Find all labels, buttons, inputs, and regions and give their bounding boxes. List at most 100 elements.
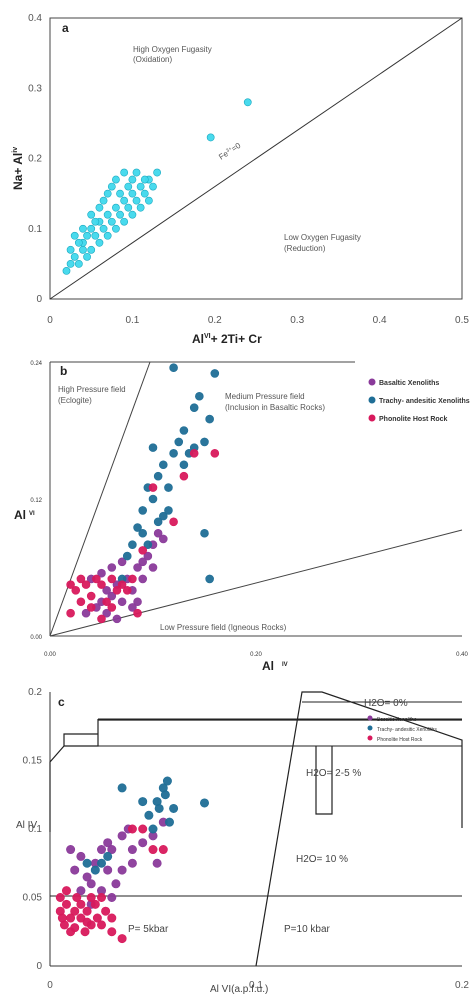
data-point bbox=[174, 437, 184, 447]
annotation-oxidation: (Oxidation) bbox=[133, 55, 172, 64]
data-point bbox=[138, 557, 147, 567]
data-point bbox=[66, 608, 75, 618]
data-point bbox=[164, 817, 174, 827]
data-point bbox=[128, 175, 137, 184]
data-point bbox=[92, 574, 101, 584]
x-axis-label-a: AlVI+ 2Ti+ Cr bbox=[192, 332, 262, 346]
x-tick-label: 0.3 bbox=[290, 315, 304, 326]
annotation-h2o-10: H2O= 10 % bbox=[296, 854, 348, 865]
data-point bbox=[205, 414, 214, 424]
legend-marker bbox=[368, 396, 376, 404]
data-point bbox=[127, 858, 137, 868]
data-point bbox=[128, 210, 137, 219]
line-label-fe3: Fe3+=0 bbox=[217, 141, 243, 162]
data-point bbox=[154, 803, 164, 813]
data-point bbox=[87, 224, 96, 233]
x-tick-label: 0.1 bbox=[125, 315, 139, 326]
data-point bbox=[91, 217, 100, 226]
data-point bbox=[72, 892, 82, 902]
data-point bbox=[117, 597, 127, 607]
data-point bbox=[132, 168, 141, 177]
data-point bbox=[107, 892, 117, 902]
data-point bbox=[107, 574, 117, 584]
annotation-low-oxygen: Low Oxygen Fugasity bbox=[284, 233, 361, 242]
data-point bbox=[102, 586, 111, 595]
data-point bbox=[103, 189, 112, 198]
data-point bbox=[107, 182, 116, 191]
data-point bbox=[138, 528, 147, 538]
data-point bbox=[61, 886, 71, 896]
x-tick-label: 0.40 bbox=[456, 652, 468, 658]
data-point bbox=[117, 783, 127, 793]
data-point bbox=[148, 483, 158, 492]
data-point bbox=[164, 483, 173, 492]
data-point bbox=[103, 851, 113, 861]
data-point bbox=[97, 614, 106, 624]
y-axis-label-a: Na+ Aliv bbox=[11, 147, 25, 190]
data-point bbox=[148, 824, 158, 834]
data-point bbox=[138, 574, 147, 584]
data-point bbox=[74, 259, 83, 268]
legend-marker bbox=[368, 378, 376, 386]
data-point bbox=[107, 845, 117, 855]
data-points-a bbox=[62, 98, 252, 275]
data-point bbox=[153, 517, 163, 527]
data-point bbox=[82, 917, 92, 927]
y-tick-label: 0.2 bbox=[28, 687, 42, 698]
data-point bbox=[189, 449, 199, 458]
data-point bbox=[99, 196, 108, 205]
data-point bbox=[128, 603, 137, 612]
data-point bbox=[159, 511, 168, 521]
data-point bbox=[200, 798, 210, 808]
data-point bbox=[87, 245, 96, 254]
data-point bbox=[144, 196, 153, 205]
legend-label: Basaltic Xenoliths bbox=[379, 380, 439, 387]
data-point bbox=[86, 879, 96, 889]
data-point bbox=[169, 517, 178, 527]
data-point bbox=[128, 574, 137, 584]
data-point bbox=[117, 557, 127, 567]
data-point bbox=[107, 603, 117, 612]
data-point bbox=[143, 540, 153, 549]
annotation-medium-pressure: Medium Pressure field bbox=[225, 392, 305, 401]
data-points-b bbox=[66, 363, 220, 624]
y-ticks-c: 0 0.05 0.1 0.15 0.2 bbox=[23, 687, 43, 972]
data-point bbox=[127, 824, 137, 834]
data-point bbox=[66, 845, 76, 855]
data-point bbox=[195, 391, 204, 401]
x-tick-label: 0.00 bbox=[44, 652, 56, 658]
data-point bbox=[243, 98, 252, 107]
data-point bbox=[71, 586, 81, 595]
data-point bbox=[189, 403, 199, 412]
annotation-p-5kbar: P= 5kbar bbox=[128, 924, 169, 935]
data-point bbox=[140, 175, 149, 184]
annotation-basaltic-inclusion: (Inclusion in Basaltic Rocks) bbox=[225, 403, 325, 412]
data-point bbox=[70, 231, 79, 240]
data-point bbox=[83, 252, 91, 261]
data-point bbox=[107, 591, 117, 601]
data-point bbox=[95, 238, 104, 247]
data-point bbox=[80, 927, 90, 937]
data-point bbox=[57, 913, 67, 923]
data-point bbox=[159, 534, 168, 544]
data-point bbox=[179, 471, 189, 481]
data-point bbox=[86, 603, 96, 612]
data-point bbox=[169, 363, 178, 373]
data-point bbox=[120, 217, 129, 226]
annotation-reduction: (Reduction) bbox=[284, 244, 326, 253]
data-point bbox=[138, 797, 148, 807]
data-point bbox=[97, 858, 107, 868]
data-point bbox=[112, 224, 120, 233]
data-point bbox=[76, 913, 86, 923]
data-point bbox=[205, 574, 214, 584]
x-tick-label: 0.5 bbox=[455, 315, 469, 326]
data-point bbox=[179, 426, 189, 435]
data-point bbox=[70, 865, 80, 875]
data-point bbox=[99, 224, 108, 233]
data-point bbox=[164, 506, 173, 515]
data-point bbox=[159, 460, 168, 470]
data-point bbox=[117, 934, 127, 944]
data-point bbox=[140, 189, 149, 198]
data-point bbox=[90, 899, 100, 909]
annotation-p-10kbar: P=10 kbar bbox=[284, 924, 331, 935]
